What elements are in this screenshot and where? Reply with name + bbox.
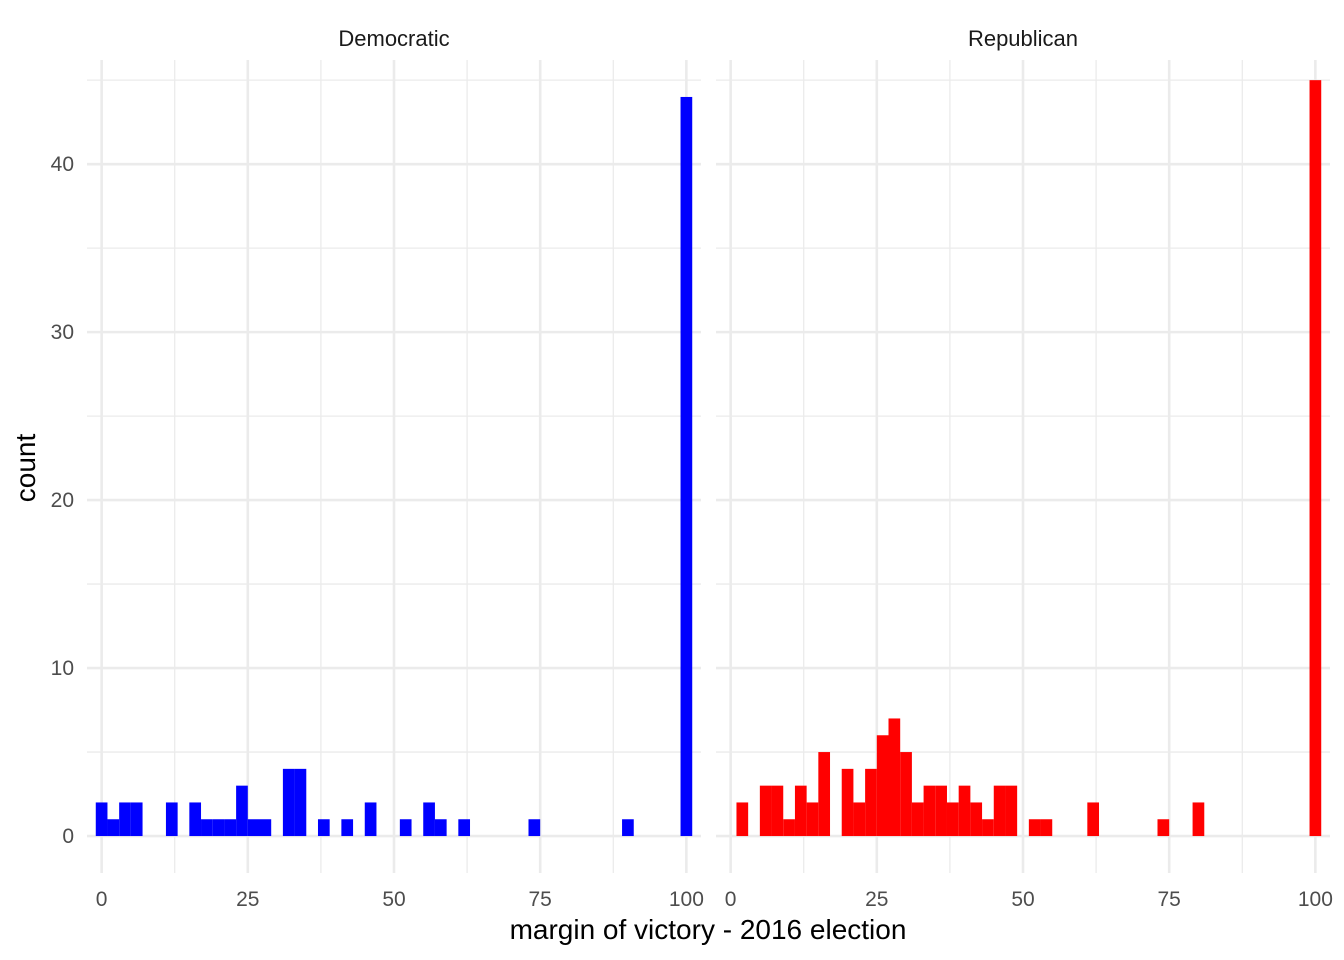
histogram-bar xyxy=(259,819,272,837)
facet-panel-republican: Republican 0 25 50 75 100 xyxy=(716,26,1333,911)
histogram-bar xyxy=(923,785,936,837)
histogram-bar xyxy=(736,802,749,837)
histogram-bar xyxy=(1040,819,1053,837)
histogram-bar xyxy=(993,785,1006,837)
histogram-bar xyxy=(1005,785,1018,837)
histogram-bar xyxy=(935,785,947,837)
histogram-bar xyxy=(771,785,784,837)
histogram-bar xyxy=(130,802,143,837)
histogram-bar xyxy=(165,802,178,837)
facet-strip-label: Republican xyxy=(968,26,1078,51)
y-tick-label: 20 xyxy=(51,489,74,512)
histogram-bar xyxy=(107,819,120,837)
histogram-bar xyxy=(794,785,807,837)
y-axis-title: count xyxy=(10,434,41,503)
x-tick-label: 0 xyxy=(725,888,737,911)
histogram-bar xyxy=(528,819,541,837)
histogram-bar xyxy=(1157,819,1170,837)
histogram-bar xyxy=(888,718,901,837)
histogram-bar xyxy=(970,802,983,837)
x-tick-label: 0 xyxy=(96,888,108,911)
y-tick-label: 10 xyxy=(51,657,74,680)
x-tick-label: 50 xyxy=(382,888,405,911)
x-tick-label: 75 xyxy=(1158,888,1181,911)
histogram-bar xyxy=(458,819,471,837)
histogram-bar xyxy=(865,768,877,837)
histogram-bar xyxy=(818,752,831,837)
histogram-bar xyxy=(224,819,237,837)
histogram-bar xyxy=(900,752,912,837)
histogram-bar xyxy=(317,819,330,837)
histogram-bar xyxy=(1087,802,1100,837)
histogram-bar xyxy=(341,819,354,837)
histogram-bar xyxy=(247,819,260,837)
histogram-bar xyxy=(201,819,213,837)
histogram-bar xyxy=(958,785,971,837)
histogram-bar xyxy=(119,802,131,837)
histogram-bar xyxy=(423,802,435,837)
x-tick-label: 100 xyxy=(1298,888,1333,911)
histogram-bar xyxy=(294,768,307,837)
x-tick-label: 25 xyxy=(236,888,259,911)
histogram-bar xyxy=(189,802,202,837)
histogram-bar xyxy=(399,819,412,837)
histogram-bar xyxy=(1192,802,1205,837)
histogram-bar xyxy=(1028,819,1041,837)
histogram-bar xyxy=(434,819,447,837)
histogram-bar xyxy=(876,735,889,837)
facet-strip-label: Democratic xyxy=(338,26,449,51)
histogram-bar xyxy=(783,819,795,837)
histogram-bar xyxy=(911,802,924,837)
y-tick-label: 30 xyxy=(51,321,74,344)
y-tick-label: 0 xyxy=(62,825,74,848)
histogram-bar xyxy=(1309,80,1322,837)
histogram-bar xyxy=(982,819,994,837)
histogram-bar xyxy=(806,802,819,837)
y-tick-label: 40 xyxy=(51,153,74,176)
histogram-bar xyxy=(853,802,866,837)
x-tick-label: 75 xyxy=(529,888,552,911)
histogram-bar xyxy=(236,785,248,837)
histogram-bar xyxy=(364,802,377,837)
histogram-bar xyxy=(680,96,693,837)
histogram-bar xyxy=(841,768,854,837)
y-axis-ticks: 0 10 20 30 40 xyxy=(51,153,74,848)
x-tick-label: 25 xyxy=(865,888,888,911)
histogram-bar xyxy=(212,819,225,837)
histogram-bar xyxy=(95,802,108,837)
histogram-bar xyxy=(759,785,772,837)
x-tick-label: 50 xyxy=(1011,888,1034,911)
facet-panel-democratic: Democratic 0 25 50 75 100 xyxy=(87,26,704,911)
histogram-bar xyxy=(946,802,959,837)
histogram-bar xyxy=(282,768,295,837)
x-axis-title: margin of victory - 2016 election xyxy=(510,914,907,945)
histogram-bar xyxy=(622,819,634,837)
x-tick-label: 100 xyxy=(669,888,704,911)
